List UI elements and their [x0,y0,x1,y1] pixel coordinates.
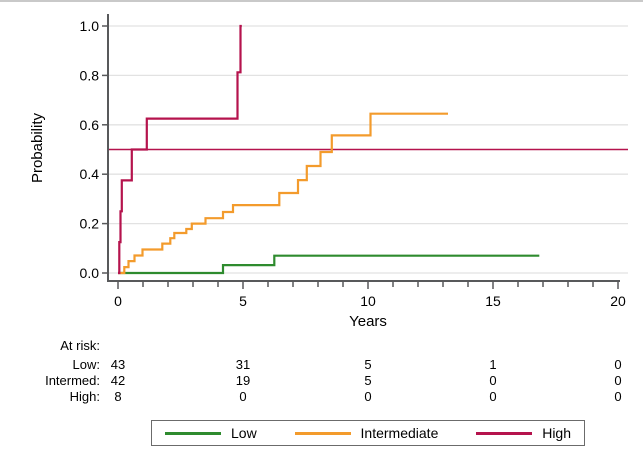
legend-item-low: Low [165,425,257,441]
at-risk-value: 31 [235,357,251,372]
legend-item-intermediate: Intermediate [294,425,439,441]
legend-line-sample [476,431,533,435]
at-risk-row-label: High: [69,389,100,404]
legend-label: High [542,425,571,441]
curve-low [118,254,540,275]
x-tick-label: 20 [610,293,626,309]
at-risk-value: 1 [489,357,497,372]
at-risk-row-intermed: Intermed: 42 19 5 0 0 [0,373,643,389]
x-tick-label: 5 [239,293,247,309]
at-risk-row-label: Intermed: [45,373,100,388]
at-risk-value: 19 [235,373,251,388]
y-tick-label: 1.0 [80,18,100,34]
at-risk-value: 0 [614,389,622,404]
curve-intermediate [118,112,448,275]
at-risk-value: 42 [110,373,126,388]
at-risk-value: 8 [114,389,122,404]
at-risk-value: 0 [489,389,497,404]
at-risk-value: 0 [239,389,247,404]
y-tick-label: 0.4 [80,166,100,182]
legend-label: Intermediate [360,425,439,441]
y-axis-title: Probability [29,112,46,184]
at-risk-row-low: Low: 43 31 5 1 0 [0,357,643,373]
legend-line-sample [294,431,351,435]
legend-label: Low [231,425,257,441]
x-tick-label: 15 [485,293,501,309]
y-tick-label: 0.2 [80,216,100,232]
at-risk-value: 0 [614,373,622,388]
y-tick-label: 0.0 [80,265,100,281]
at-risk-value: 0 [489,373,497,388]
at-risk-value: 0 [614,357,622,372]
legend-line-sample [165,431,221,435]
at-risk-row-label: Low: [72,357,100,372]
at-risk-row-high: High: 8 0 0 0 0 [0,389,643,405]
at-risk-header: At risk: [60,338,100,353]
at-risk-value: 5 [364,373,372,388]
legend-box: Low Intermediate High [151,420,585,446]
at-risk-value: 5 [364,357,372,372]
x-tick-label: 0 [114,293,122,309]
at-risk-value: 0 [364,389,372,404]
at-risk-value: 43 [110,357,126,372]
y-tick-label: 0.6 [80,117,100,133]
y-tick-label: 0.8 [80,67,100,83]
legend-item-high: High [476,425,571,441]
x-tick-label: 10 [360,293,376,309]
window-top-edge [0,0,643,2]
curve-high [118,24,242,275]
x-axis-title: Years [349,313,387,330]
